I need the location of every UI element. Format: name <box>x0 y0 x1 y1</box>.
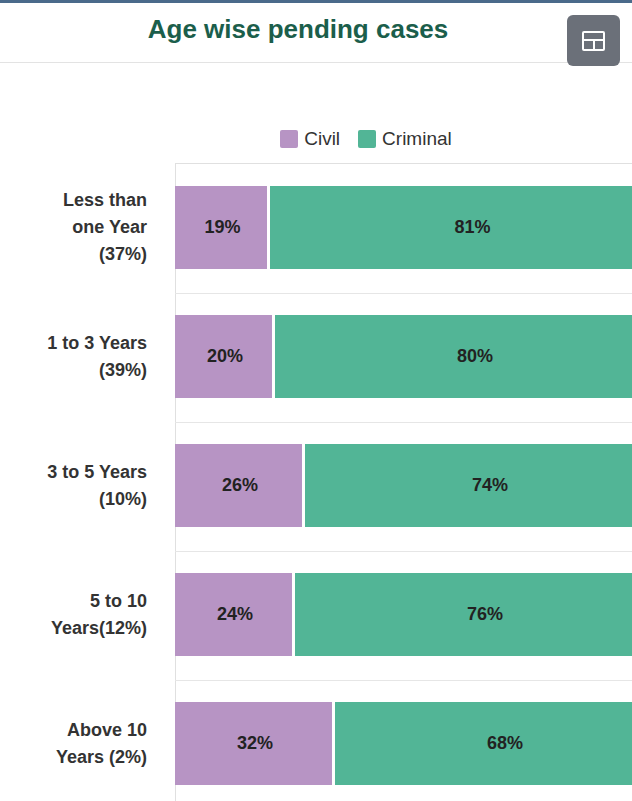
legend-label: Criminal <box>382 128 452 150</box>
category-label: Above 10 Years (2%) <box>56 717 147 771</box>
row-separator <box>175 551 632 552</box>
data-label: 76% <box>295 573 632 656</box>
category-label-box: 1 to 3 Years (39%) <box>0 315 147 398</box>
category-label-box: Above 10 Years (2%) <box>0 702 147 785</box>
row-separator <box>175 422 632 423</box>
axis-line <box>175 163 632 164</box>
table-icon-line <box>593 39 595 49</box>
data-label: 32% <box>175 702 335 785</box>
category-label: Less than one Year (37%) <box>63 187 147 268</box>
category-label-box: Less than one Year (37%) <box>0 186 147 269</box>
bar <box>275 315 632 398</box>
data-label: 81% <box>270 186 632 269</box>
top-bar <box>0 0 632 3</box>
data-label: 24% <box>175 573 295 656</box>
data-label: 20% <box>175 315 275 398</box>
legend-item: Criminal <box>358 126 452 152</box>
category-label-box: 3 to 5 Years (10%) <box>0 444 147 527</box>
bar <box>305 444 632 527</box>
legend-item: Civil <box>280 126 340 152</box>
legend: Civil Criminal <box>0 126 632 152</box>
table-button[interactable] <box>567 15 620 66</box>
legend-label: Civil <box>304 128 340 150</box>
legend-swatch <box>280 130 298 148</box>
row-separator <box>175 293 632 294</box>
data-label: 74% <box>305 444 632 527</box>
data-label: 80% <box>275 315 632 398</box>
legend-swatch <box>358 130 376 148</box>
data-label: 19% <box>175 186 270 269</box>
category-label-box: 5 to 10 Years(12%) <box>0 573 147 656</box>
table-icon <box>582 31 605 51</box>
title: Age wise pending cases <box>0 14 596 45</box>
data-label: 68% <box>335 702 632 785</box>
category-label: 3 to 5 Years (10%) <box>47 459 147 513</box>
data-label: 26% <box>175 444 305 527</box>
row-separator <box>175 680 632 681</box>
header-border <box>0 62 632 63</box>
category-label: 5 to 10 Years(12%) <box>51 588 147 642</box>
bar <box>335 702 632 785</box>
bar <box>270 186 632 269</box>
bar <box>295 573 632 656</box>
category-label: 1 to 3 Years (39%) <box>47 330 147 384</box>
